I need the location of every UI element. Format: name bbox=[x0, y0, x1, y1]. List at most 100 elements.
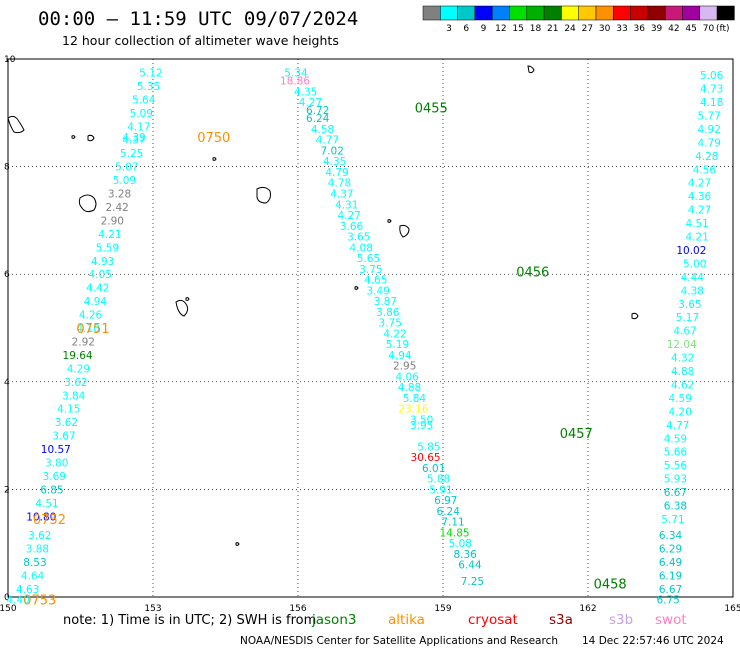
wave-height-value: 10.80 bbox=[26, 511, 56, 523]
wave-height-value: 2.42 bbox=[105, 202, 128, 214]
wave-height-value: 5.08 bbox=[449, 538, 472, 550]
lon-tick-label: 165 bbox=[724, 604, 740, 614]
map-frame bbox=[7, 58, 734, 598]
wave-height-value: 4.35 bbox=[323, 156, 346, 168]
track-time-label: 0455 bbox=[415, 101, 448, 116]
wave-height-value: 4.42 bbox=[86, 283, 109, 295]
wave-height-value: 12.04 bbox=[667, 339, 697, 351]
map-title: 00:00 – 11:59 UTC 09/07/2024 bbox=[38, 8, 358, 30]
wave-height-value: 4.37 bbox=[122, 135, 145, 147]
wave-height-value: 5.09 bbox=[130, 108, 153, 120]
wave-height-value: 3.75 bbox=[379, 318, 402, 330]
wave-height-value: 4.17 bbox=[127, 121, 150, 133]
legend-label: 9 bbox=[481, 24, 487, 34]
wave-height-value: 4.08 bbox=[350, 242, 373, 254]
legend-swatch bbox=[440, 5, 458, 21]
map-subtitle: 12 hour collection of altimeter wave hei… bbox=[62, 33, 339, 48]
wave-height-value: 6.67 bbox=[664, 487, 687, 499]
wave-height-value: 6.34 bbox=[659, 530, 683, 542]
satellite-legend-item: jason3 bbox=[311, 612, 356, 628]
wave-height-value: 4.77 bbox=[316, 135, 339, 147]
wave-height-value: 4.62 bbox=[671, 379, 694, 391]
wave-height-value: 4.21 bbox=[685, 232, 708, 244]
graticule bbox=[8, 59, 733, 597]
wave-height-value: 5.85 bbox=[417, 441, 440, 453]
wave-height-value: 4.27 bbox=[299, 97, 322, 109]
wave-height-value: 5.06 bbox=[700, 70, 724, 82]
track-time-label: 0456 bbox=[516, 266, 549, 281]
wave-height-value: 4.27 bbox=[688, 178, 711, 190]
wave-height-value: 6.38 bbox=[664, 501, 687, 513]
wave-height-value: 3.65 bbox=[678, 299, 701, 311]
wave-height-value: 6.49 bbox=[659, 557, 682, 569]
color-legend: 3 6 9 12 15 18 21 24 27 30 33 36 39 42 45 70 bbox=[422, 5, 735, 34]
wave-height-value: 4.26 bbox=[79, 310, 103, 322]
legend-unit: (ft) bbox=[716, 24, 730, 34]
legend-label: 39 bbox=[651, 24, 663, 34]
wave-height-value: 4.39 bbox=[122, 132, 145, 144]
island-outline bbox=[354, 286, 359, 290]
legend-label: 42 bbox=[668, 24, 679, 34]
wave-height-value: 4.31 bbox=[335, 199, 358, 211]
legend-swatch bbox=[699, 5, 718, 21]
wave-height-value: 7.25 bbox=[461, 576, 484, 588]
track-time-label: 0750 bbox=[197, 131, 230, 146]
wave-height-value: 5.09 bbox=[113, 175, 136, 187]
wave-height-value: 4.94 bbox=[388, 350, 412, 362]
wave-height-value: 3.69 bbox=[43, 471, 66, 483]
wave-height-value: 5.12 bbox=[139, 67, 162, 79]
wave-height-value: 4.15 bbox=[57, 404, 80, 416]
wave-height-value: 5.59 bbox=[96, 242, 119, 254]
wave-height-value: 4.51 bbox=[35, 498, 58, 510]
legend-swatch bbox=[716, 5, 735, 21]
legend-swatch bbox=[578, 5, 597, 21]
wave-height-value: 4.56 bbox=[693, 164, 717, 176]
wave-height-value: 2.95 bbox=[393, 361, 416, 373]
wave-height-value: 2.92 bbox=[72, 336, 95, 348]
legend-swatch bbox=[664, 5, 683, 21]
legend-swatch bbox=[613, 5, 631, 21]
legend-label: 27 bbox=[582, 24, 593, 34]
legend-swatch bbox=[474, 5, 493, 21]
wave-height-value: 6.67 bbox=[659, 584, 682, 596]
wave-height-value: 4.88 bbox=[671, 366, 694, 378]
wave-height-value: 4.92 bbox=[698, 124, 721, 136]
wave-height-value: 4.38 bbox=[681, 285, 704, 297]
legend-label: 15 bbox=[512, 24, 523, 34]
satellite-legend-item: altika bbox=[388, 612, 425, 628]
legend-label: 21 bbox=[547, 24, 558, 34]
island-outline bbox=[631, 312, 639, 320]
island-outline bbox=[185, 297, 190, 301]
legend-label: 36 bbox=[634, 24, 646, 34]
legend-swatch bbox=[422, 5, 441, 21]
wave-height-value: 4.79 bbox=[698, 137, 721, 149]
legend-label: 33 bbox=[616, 24, 627, 34]
lon-tick-label: 159 bbox=[434, 604, 451, 614]
wave-height-value: 18.86 bbox=[280, 76, 310, 88]
lat-tick-label: 2 bbox=[4, 485, 10, 495]
wave-height-values: 5.125.355.645.094.174.394.375.255.075.09… bbox=[6, 67, 723, 606]
wave-height-value: 3.84 bbox=[62, 390, 86, 402]
wave-height-value: 5.25 bbox=[120, 148, 143, 160]
legend-label: 3 bbox=[446, 24, 452, 34]
wave-height-value: 4.06 bbox=[395, 371, 419, 383]
island-outline bbox=[399, 224, 410, 238]
wave-height-value: 3.88 bbox=[26, 544, 49, 556]
wave-height-value: 6.44 bbox=[458, 560, 482, 572]
landmasses bbox=[7, 65, 639, 546]
wave-height-value: 4.58 bbox=[311, 124, 334, 136]
wave-height-value: 4.67 bbox=[673, 326, 696, 338]
lat-tick-label: 0 bbox=[4, 593, 10, 603]
wave-height-value: 3.28 bbox=[108, 189, 131, 201]
wave-height-value: 4.79 bbox=[325, 167, 348, 179]
wave-height-value: 30.65 bbox=[411, 452, 441, 464]
axis-ticks: 150 153 156 159 162 165 0 2 4 6 8 10 bbox=[0, 55, 740, 614]
footer-credit: NOAA/NESDIS Center for Satellite Applica… bbox=[240, 635, 558, 647]
wave-height-value: 4.40 bbox=[6, 595, 29, 607]
wave-height-value: 3.62 bbox=[28, 530, 51, 542]
satellite-legend-item: s3a bbox=[549, 612, 573, 628]
wave-height-value: 4.51 bbox=[685, 218, 708, 230]
island-outline bbox=[87, 134, 95, 142]
wave-height-value: 3.86 bbox=[376, 307, 400, 319]
wave-height-value: 4.36 bbox=[688, 191, 712, 203]
